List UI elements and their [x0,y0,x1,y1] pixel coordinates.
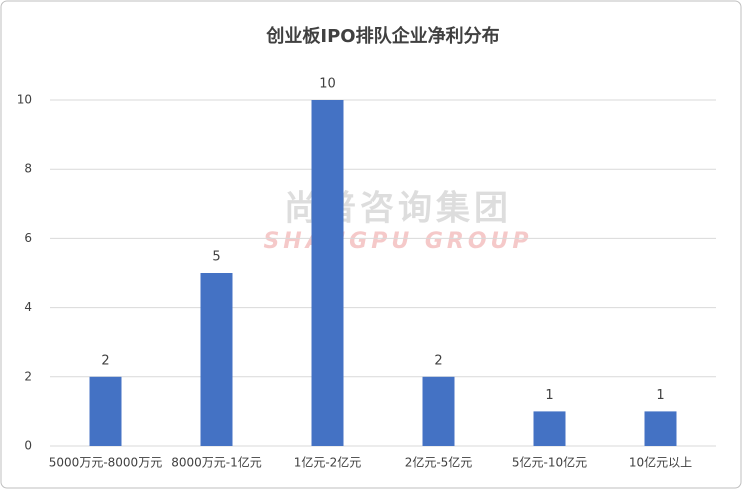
data-label: 5 [212,250,220,265]
x-tick-label: 1亿元-2亿元 [294,455,362,470]
bar [533,411,566,446]
bar [89,376,122,446]
chart-title: 创业板IPO排队企业净利分布 [265,25,499,47]
data-label: 2 [434,353,442,368]
data-label: 1 [656,388,664,403]
y-tick-label: 0 [24,439,32,453]
bar [422,376,455,446]
y-tick-label: 4 [24,300,32,314]
x-tick-label: 2亿元-5亿元 [405,455,473,470]
y-tick-label: 10 [17,93,32,107]
y-tick-label: 2 [24,369,32,383]
y-tick-label: 8 [24,162,32,176]
data-label: 10 [319,77,336,92]
watermark: SHANGPU GROUP [263,229,532,254]
y-tick-label: 6 [24,231,32,245]
data-label: 1 [545,388,553,403]
x-tick-label: 8000万元-1亿元 [171,455,262,470]
x-tick-label: 5亿元-10亿元 [512,455,587,470]
bar [311,100,344,446]
bar [644,411,677,446]
bar [200,273,233,446]
x-tick-label: 5000万元-8000万元 [49,456,162,470]
x-tick-label: 10亿元以上 [629,455,692,470]
data-label: 2 [101,353,109,368]
